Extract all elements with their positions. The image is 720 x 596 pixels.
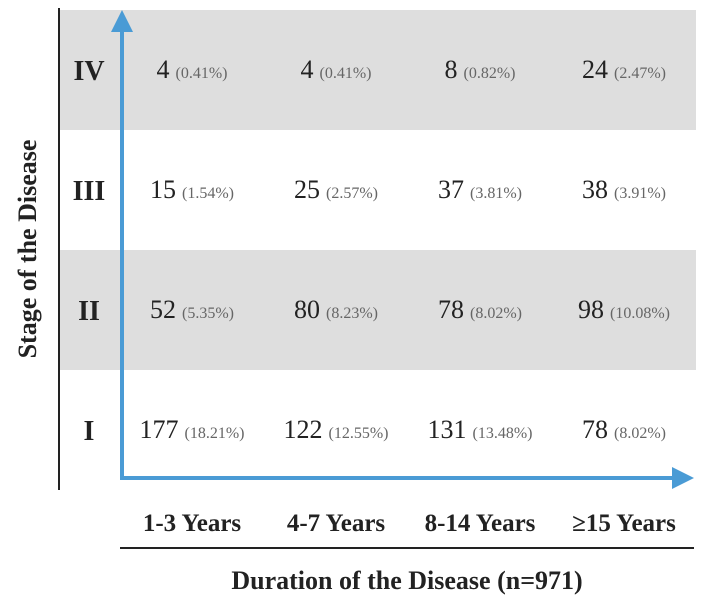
cell-count: 37: [438, 175, 464, 204]
cell-percent: (2.47%): [614, 65, 666, 82]
cell-count: 52: [150, 295, 176, 324]
column-label-8-14-years: 8-14 Years: [424, 510, 536, 537]
table-cell: 98 (10.08%): [552, 297, 696, 323]
table-cell: 4 (0.41%): [120, 57, 264, 83]
row-axis-line: [58, 8, 60, 490]
table-cell: 78 (8.02%): [408, 297, 552, 323]
cell-percent: (8.23%): [326, 305, 378, 322]
cell-count: 78: [438, 295, 464, 324]
cell-percent: (3.81%): [470, 185, 522, 202]
cell-percent: (3.91%): [614, 185, 666, 202]
stage-label-ii: II: [78, 296, 100, 327]
row-band-ii: [60, 250, 696, 370]
stage-label-i: I: [83, 416, 95, 447]
row-band-iv: [60, 10, 696, 130]
cell-percent: (5.35%): [182, 305, 234, 322]
cell-count: 38: [582, 175, 608, 204]
cell-count: 8: [444, 55, 458, 84]
x-axis-title: Duration of the Disease (n=971): [231, 566, 583, 595]
table-cell: 15 (1.54%): [120, 177, 264, 203]
cell-count: 131: [427, 415, 467, 444]
table-cell: 131 (13.48%): [408, 417, 552, 443]
table-cell: 4 (0.41%): [264, 57, 408, 83]
cell-percent: (1.54%): [182, 185, 234, 202]
cell-percent: (18.21%): [184, 425, 245, 442]
table-cell: 80 (8.23%): [264, 297, 408, 323]
cell-count: 78: [582, 415, 608, 444]
cell-count: 25: [294, 175, 320, 204]
cell-percent: (10.08%): [610, 305, 670, 322]
cell-percent: (13.48%): [472, 425, 533, 442]
cell-percent: (2.57%): [326, 185, 378, 202]
cell-count: 24: [582, 55, 608, 84]
cell-percent: (0.41%): [175, 65, 228, 82]
table-cell: 78 (8.02%): [552, 417, 696, 443]
stage-label-iii: III: [72, 176, 106, 207]
column-label-1-3-years: 1-3 Years: [142, 510, 242, 537]
cell-count: 80: [294, 295, 320, 324]
table-cell: 8 (0.82%): [408, 57, 552, 83]
stage-label-iv: IV: [73, 56, 105, 87]
table-cell: 177 (18.21%): [120, 417, 264, 443]
column-label-4-7-years: 4-7 Years: [286, 510, 386, 537]
cell-percent: (8.02%): [614, 425, 666, 442]
table-cell: 24 (2.47%): [552, 57, 696, 83]
cell-count: 15: [150, 175, 176, 204]
table-cell: 122 (12.55%): [264, 417, 408, 443]
cell-count: 4: [156, 55, 170, 84]
cell-count: 98: [578, 295, 604, 324]
table-cell: 25 (2.57%): [264, 177, 408, 203]
table-cell: 52 (5.35%): [120, 297, 264, 323]
y-axis-title: Stage of the Disease: [13, 139, 42, 359]
column-label-15-plus-years: ≥15 Years: [572, 510, 676, 537]
cell-percent: (8.02%): [470, 305, 522, 322]
cell-count: 4: [300, 55, 314, 84]
column-label-underline: [120, 547, 694, 549]
cell-percent: (12.55%): [328, 425, 389, 442]
cell-percent: (0.41%): [319, 65, 372, 82]
cell-count: 122: [283, 415, 323, 444]
table-cell: 38 (3.91%): [552, 177, 696, 203]
cell-count: 177: [139, 415, 179, 444]
table-cell: 37 (3.81%): [408, 177, 552, 203]
cell-percent: (0.82%): [463, 65, 516, 82]
